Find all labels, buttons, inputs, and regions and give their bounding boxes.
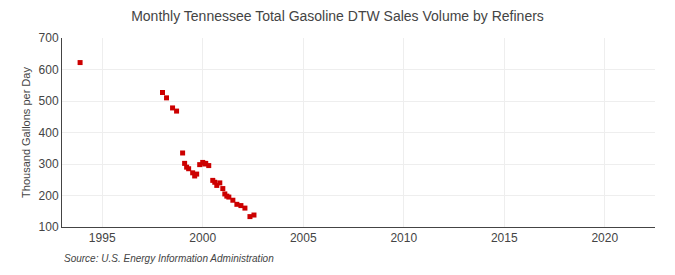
- svg-text:Thousand Gallons per Day: Thousand Gallons per Day: [20, 67, 32, 198]
- svg-text:Monthly Tennessee Total Gasoli: Monthly Tennessee Total Gasoline DTW Sal…: [131, 8, 544, 24]
- svg-text:100: 100: [39, 220, 59, 234]
- svg-text:700: 700: [39, 31, 59, 45]
- svg-text:300: 300: [39, 157, 59, 171]
- svg-text:1995: 1995: [89, 231, 116, 245]
- svg-text:2015: 2015: [491, 231, 518, 245]
- svg-text:2020: 2020: [591, 231, 618, 245]
- svg-text:400: 400: [39, 126, 59, 140]
- svg-text:2005: 2005: [290, 231, 317, 245]
- svg-text:Source: U.S. Energy Informatio: Source: U.S. Energy Information Administ…: [64, 253, 274, 264]
- svg-text:600: 600: [39, 63, 59, 77]
- svg-text:200: 200: [39, 189, 59, 203]
- svg-text:2000: 2000: [189, 231, 216, 245]
- svg-text:2010: 2010: [390, 231, 417, 245]
- svg-text:500: 500: [39, 94, 59, 108]
